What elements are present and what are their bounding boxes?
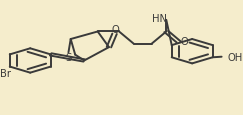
Text: O: O xyxy=(180,37,188,47)
Text: HN: HN xyxy=(153,13,167,23)
Text: O: O xyxy=(111,25,119,35)
Text: Br: Br xyxy=(0,68,11,78)
Text: OH: OH xyxy=(227,52,243,62)
Text: S: S xyxy=(65,52,72,62)
